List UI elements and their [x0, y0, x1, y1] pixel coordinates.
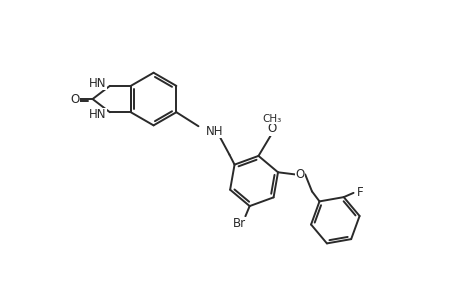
- Text: HN: HN: [89, 77, 106, 90]
- Text: O: O: [70, 92, 79, 106]
- Text: NH: NH: [206, 125, 223, 138]
- Text: F: F: [356, 186, 363, 200]
- Text: O: O: [295, 168, 304, 181]
- Text: HN: HN: [89, 108, 106, 121]
- Text: O: O: [267, 122, 276, 135]
- Text: Br: Br: [232, 218, 245, 230]
- Text: CH₃: CH₃: [262, 113, 281, 124]
